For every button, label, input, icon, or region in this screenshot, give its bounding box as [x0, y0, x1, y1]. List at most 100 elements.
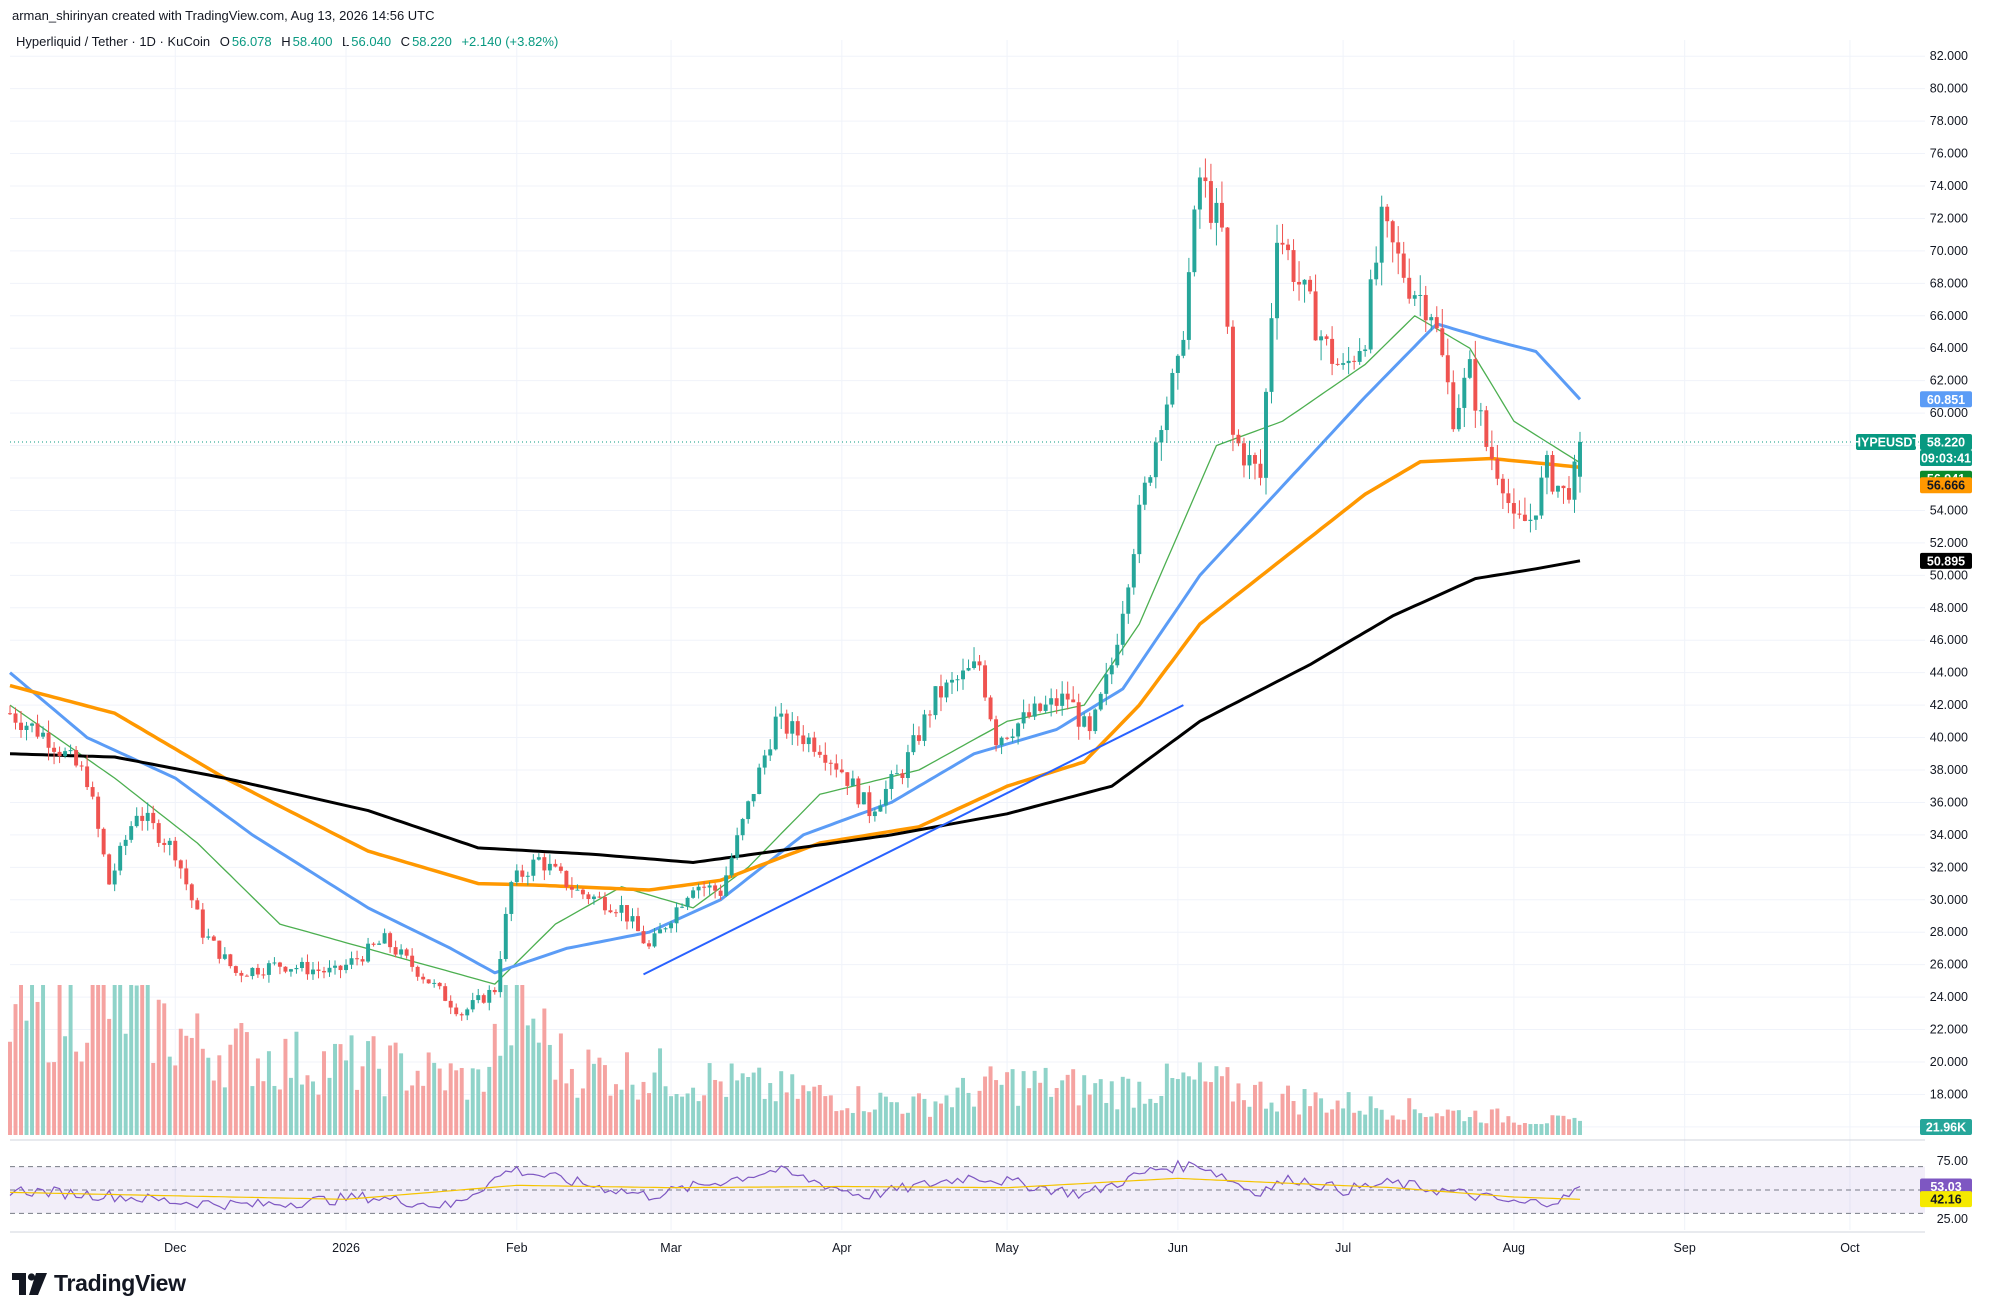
volume-bar [250, 1086, 255, 1135]
candle-body [1027, 712, 1032, 717]
candle-body [377, 943, 382, 945]
candle-body [636, 916, 640, 932]
candle-body [955, 679, 960, 681]
candle-body [1572, 461, 1577, 500]
candle-body [311, 969, 315, 975]
candle-body [1219, 202, 1224, 228]
volume-bar [558, 1033, 563, 1135]
candle-body [619, 905, 624, 913]
volume-bar [1418, 1113, 1423, 1135]
price-tick-label: 44.000 [1930, 666, 1968, 680]
volume-bar [944, 1095, 949, 1135]
candle-body [239, 972, 244, 976]
candle-body [1087, 716, 1092, 732]
volume-bar [322, 1051, 326, 1135]
volume-bar [950, 1107, 954, 1135]
candle-body [1462, 377, 1467, 408]
candle-body [1429, 317, 1434, 321]
candle-body [994, 719, 999, 746]
volume-bar [1550, 1115, 1555, 1135]
candle-body [927, 714, 932, 716]
candle-body [812, 737, 817, 752]
time-tick-label: Oct [1840, 1241, 1860, 1255]
candle-body [1302, 279, 1307, 285]
candle-body [410, 955, 415, 967]
price-tick-label: 64.000 [1930, 341, 1968, 355]
volume-bar [1021, 1071, 1026, 1135]
volume-bar [481, 1091, 486, 1135]
candle-body [1412, 295, 1417, 299]
volume-bar [1368, 1096, 1373, 1135]
moving-average-green [9, 315, 1581, 985]
volume-bar [1440, 1116, 1445, 1135]
price-tick-label: 80.000 [1930, 82, 1968, 96]
candle-body [371, 943, 376, 945]
volume-bar [1489, 1109, 1494, 1135]
volume-bar [724, 1096, 729, 1135]
candle-body [74, 750, 79, 766]
volume-bar [1567, 1119, 1571, 1135]
volume-bar [856, 1086, 861, 1135]
volume-bar [272, 1085, 277, 1135]
volume-bar [377, 1068, 382, 1135]
candle-body [591, 896, 596, 900]
volume-bar [911, 1096, 916, 1135]
candle-body [200, 909, 205, 938]
candle-body [1131, 554, 1136, 588]
volume-bar [371, 1036, 376, 1135]
volume-bar [107, 1018, 112, 1135]
volume-bar [625, 1052, 629, 1135]
symbol-title[interactable]: Hyperliquid / Tether · 1D · KuCoin [16, 34, 211, 49]
candle-body [889, 774, 894, 789]
price-tick-label: 26.000 [1930, 958, 1968, 972]
volume-bar [487, 1066, 492, 1135]
candle-body [509, 882, 514, 914]
candle-body [944, 682, 949, 698]
candle-body [933, 686, 938, 716]
volume-bar [850, 1112, 855, 1135]
tradingview-logo[interactable]: TradingView [12, 1270, 186, 1297]
volume-bar [542, 1008, 547, 1135]
candle-body [96, 796, 101, 829]
candle-body [586, 894, 591, 900]
candle-body [498, 959, 503, 993]
rsi-tag-text: 42.16 [1930, 1193, 1961, 1207]
volume-bar [178, 1028, 183, 1135]
candle-body [333, 965, 337, 968]
volume-bar [1236, 1083, 1241, 1135]
candle-body [1396, 242, 1401, 254]
candle-body [1533, 515, 1538, 520]
volume-bar [773, 1101, 778, 1135]
candle-body [1467, 359, 1472, 378]
volume-bar [52, 1062, 57, 1135]
volume-bar [355, 1089, 360, 1135]
time-tick-label: Mar [660, 1241, 682, 1255]
candle-body [1511, 503, 1516, 514]
candle-body [1010, 736, 1015, 739]
candle-body [597, 896, 602, 898]
price-tag-bg [1920, 449, 1972, 466]
volume-bar [746, 1077, 751, 1135]
candle-body [476, 995, 481, 1001]
volume-bar [13, 1004, 18, 1135]
price-tag-text: 58.220 [1927, 435, 1965, 449]
volume-bar [327, 1077, 332, 1135]
volume-bar [619, 1089, 624, 1135]
price-tag: 56.666 [1920, 477, 1972, 494]
candle-body [580, 889, 585, 895]
volume-bar [1038, 1082, 1043, 1135]
volume-bar [1352, 1112, 1357, 1135]
candle-body [222, 954, 227, 959]
price-tag-bg [1920, 477, 1972, 494]
volume-bar [1186, 1076, 1191, 1135]
candle-body [1567, 488, 1571, 500]
price-tag-bg [1920, 391, 1972, 408]
volume-bar [382, 1096, 387, 1135]
volume-bar [553, 1079, 558, 1135]
candle-body [1043, 704, 1048, 711]
candle-body [856, 778, 861, 805]
volume-bar [366, 1041, 371, 1135]
candle-body [1561, 485, 1566, 489]
candle-body [1269, 318, 1274, 392]
